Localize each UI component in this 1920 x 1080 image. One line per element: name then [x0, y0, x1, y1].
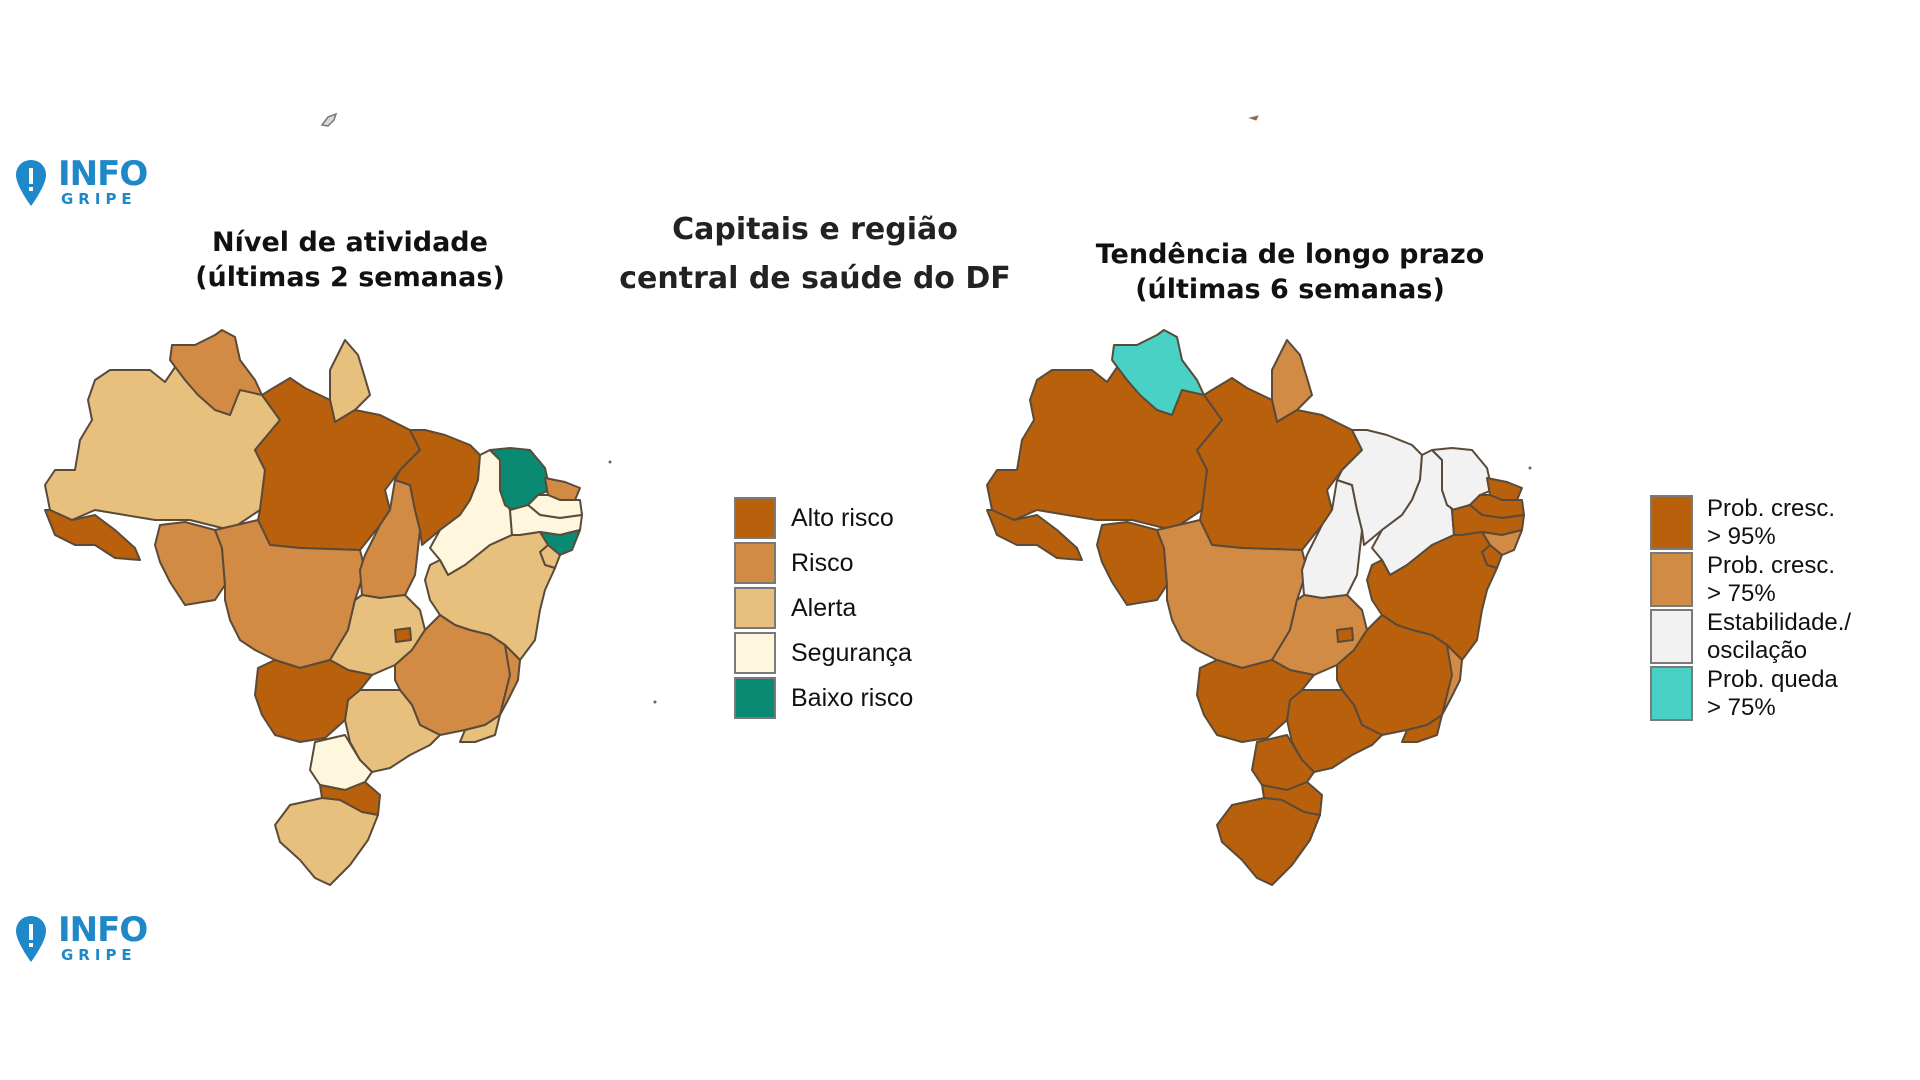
right-legend: Prob. cresc. > 95% Prob. cresc. > 75% Es…	[1650, 495, 1890, 725]
center-title-line1: Capitais e região	[672, 212, 958, 247]
region-AP	[1271, 339, 1313, 423]
map-pin-icon	[16, 160, 46, 206]
island-mark	[608, 460, 612, 464]
region-AP	[329, 339, 371, 423]
region-RJ	[1401, 714, 1443, 743]
legend-label-line2: > 75%	[1707, 580, 1776, 607]
legend-label-line2: > 95%	[1707, 523, 1776, 550]
left-map-title-line1: Nível de atividade	[212, 227, 488, 258]
infogripe-logo-bottom: INFO GRIPE	[14, 912, 154, 972]
region-DF	[1336, 627, 1354, 643]
infogripe-logo-top: INFO GRIPE	[14, 156, 154, 216]
logo-gripe-text: GRIPE	[61, 946, 137, 964]
region-RO	[1096, 521, 1168, 606]
region-MS	[1196, 659, 1315, 743]
left-map-title: Nível de atividade (últimas 2 semanas)	[150, 225, 550, 295]
logo-info-text: INFO	[58, 910, 148, 950]
right-map-title-line2: (últimas 6 semanas)	[1135, 274, 1445, 305]
region-DF	[394, 627, 412, 643]
legend-label: Alto risco	[791, 504, 894, 532]
legend-label: Prob. queda	[1707, 666, 1838, 693]
logo-info-text: INFO	[58, 154, 148, 194]
legend-label: Prob. cresc.	[1707, 495, 1836, 522]
region-PA	[1196, 377, 1363, 551]
region-RJ	[459, 714, 501, 743]
legend-swatch	[734, 542, 776, 584]
legend-label: Risco	[791, 549, 854, 577]
left-legend: Alto risco Risco Alerta Segurança Baixo …	[734, 497, 994, 727]
map-pin-icon	[16, 916, 46, 962]
region-ES	[1441, 644, 1463, 716]
island-mark	[320, 112, 338, 127]
right-map-title-line1: Tendência de longo prazo	[1095, 239, 1485, 270]
legend-swatch	[734, 497, 776, 539]
legend-label-line2: > 75%	[1707, 694, 1776, 721]
island-mark	[653, 700, 657, 704]
legend-label-line2: oscilação	[1707, 637, 1808, 664]
legend-label: Prob. cresc.	[1707, 552, 1836, 579]
island-mark	[1528, 466, 1532, 470]
legend-label: Segurança	[791, 639, 912, 667]
legend-swatch	[1650, 495, 1693, 550]
right-map-title: Tendência de longo prazo (últimas 6 sema…	[1050, 237, 1530, 307]
center-title: Capitais e região central de saúde do DF	[600, 205, 1030, 303]
region-RO	[154, 521, 226, 606]
region-BA	[1366, 531, 1498, 661]
region-BA	[424, 531, 556, 661]
legend-label: Baixo risco	[791, 684, 914, 712]
legend-swatch	[1650, 666, 1693, 721]
island-mark	[1248, 115, 1259, 121]
center-title-line2: central de saúde do DF	[619, 261, 1011, 296]
legend-swatch	[734, 587, 776, 629]
legend-swatch	[1650, 609, 1693, 664]
region-ES	[499, 644, 521, 716]
region-MS	[254, 659, 373, 743]
region-RS	[1216, 797, 1321, 886]
region-AC	[986, 509, 1083, 561]
left-map	[44, 329, 583, 886]
region-PA	[254, 377, 421, 551]
region-AC	[44, 509, 141, 561]
legend-swatch	[734, 632, 776, 674]
region-RS	[274, 797, 379, 886]
legend-label: Alerta	[791, 594, 857, 622]
legend-swatch	[734, 677, 776, 719]
logo-gripe-text: GRIPE	[61, 190, 137, 208]
legend-label: Estabilidade./	[1707, 609, 1852, 636]
right-map	[986, 329, 1525, 886]
legend-swatch	[1650, 552, 1693, 607]
left-map-title-line2: (últimas 2 semanas)	[195, 262, 505, 293]
